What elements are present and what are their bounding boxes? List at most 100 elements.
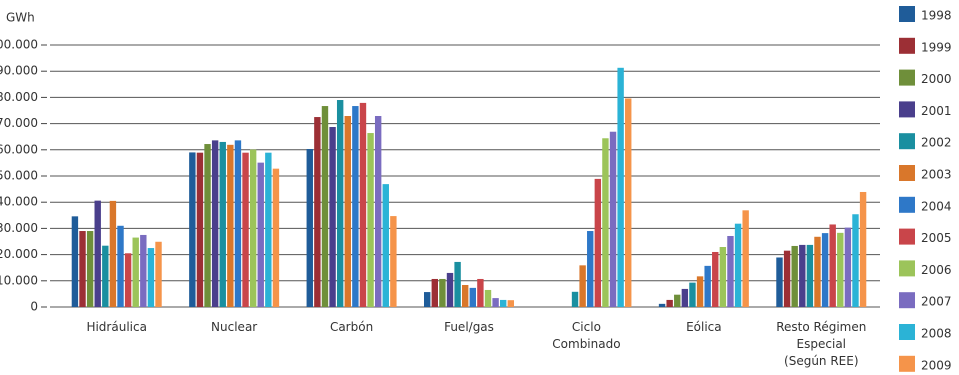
legend-swatch [899, 69, 915, 86]
legend-swatch [899, 133, 915, 150]
bar [689, 282, 696, 307]
bar [265, 152, 272, 307]
bar [587, 231, 594, 307]
y-tick-label: 00.000 [0, 38, 38, 52]
bar [719, 247, 727, 307]
bar [314, 117, 321, 307]
bar [424, 292, 431, 307]
bar [219, 141, 226, 307]
legend-swatch [899, 355, 915, 372]
legend-swatch [899, 260, 915, 277]
legend-label: 2006 [921, 263, 952, 277]
bar [227, 144, 234, 307]
bar [352, 106, 359, 308]
legend-swatch [899, 37, 915, 54]
bar [477, 278, 484, 307]
x-tick-label: Ciclo Combinado [552, 320, 620, 351]
y-axis-label: GWh [6, 11, 35, 25]
bar [791, 245, 798, 307]
y-tick-label: 70.000 [0, 116, 38, 130]
bar [344, 116, 351, 307]
bar [86, 231, 94, 307]
bar [658, 303, 666, 307]
bar [446, 272, 454, 307]
bar [211, 140, 219, 307]
bar [859, 191, 867, 307]
bar [712, 251, 719, 307]
legend-swatch [899, 6, 915, 22]
bar [776, 257, 783, 307]
bar [390, 216, 397, 307]
x-tick-label: Nuclear [211, 320, 257, 334]
bar [783, 250, 791, 307]
legend-label: 2008 [921, 327, 952, 341]
bar [507, 300, 514, 307]
legend-label: 2009 [921, 358, 952, 372]
bar [306, 149, 313, 307]
bar [696, 276, 704, 307]
y-tick-label: 50.000 [0, 169, 38, 183]
bar [821, 233, 829, 307]
bar [852, 214, 859, 307]
bar [132, 237, 139, 307]
x-tick-label: Carbón [330, 320, 373, 334]
bar [625, 98, 632, 307]
bar [71, 216, 79, 307]
y-tick-label: 80.000 [0, 90, 38, 104]
bar [94, 200, 101, 307]
legend-swatch [899, 101, 915, 118]
bar [806, 244, 814, 307]
bar [155, 241, 162, 307]
bar [431, 278, 438, 307]
bar [469, 287, 476, 307]
bar [594, 178, 602, 307]
legend-label: 2001 [921, 104, 952, 118]
bar [704, 265, 711, 307]
bar [602, 138, 609, 307]
y-tick-label: 10.000 [0, 273, 38, 287]
bar [196, 152, 204, 307]
bar [837, 232, 844, 307]
bar [257, 162, 264, 307]
legend-label: 1998 [921, 9, 952, 23]
bar [336, 100, 344, 308]
bar [242, 152, 249, 307]
bar [124, 253, 132, 307]
x-tick-label: Eólica [686, 320, 722, 334]
bar [102, 245, 109, 307]
legend-label: 2004 [921, 199, 952, 213]
bar [492, 298, 499, 307]
x-tick-label: Fuel/gas [444, 320, 494, 334]
legend-label: 2000 [921, 72, 952, 86]
bar [681, 288, 689, 307]
bar [321, 106, 329, 308]
legend-swatch [899, 196, 915, 213]
bar [829, 224, 836, 307]
legend-swatch [899, 165, 915, 181]
y-tick-label: 40.000 [0, 195, 38, 209]
bar [189, 152, 196, 307]
y-tick-label: 30.000 [0, 221, 38, 235]
bar [462, 284, 469, 307]
bar [500, 299, 507, 307]
bar [609, 131, 617, 307]
bar [79, 231, 86, 307]
bar [329, 127, 336, 307]
bar [579, 265, 586, 307]
x-tick-label: Resto Régimen Especial (Según REE) [776, 320, 866, 368]
y-tick-label: 90.000 [0, 64, 38, 78]
bar [484, 289, 492, 307]
y-tick-label: 60.000 [0, 142, 38, 156]
bar [571, 291, 579, 307]
bar [814, 236, 821, 307]
bar [367, 133, 374, 307]
bar [799, 244, 806, 307]
bar [147, 248, 155, 307]
legend-swatch [899, 324, 915, 340]
bar [734, 223, 742, 307]
bar [117, 225, 124, 307]
bar [674, 294, 681, 307]
legend-label: 2003 [921, 168, 952, 182]
bar [374, 116, 382, 307]
bar [359, 102, 367, 307]
